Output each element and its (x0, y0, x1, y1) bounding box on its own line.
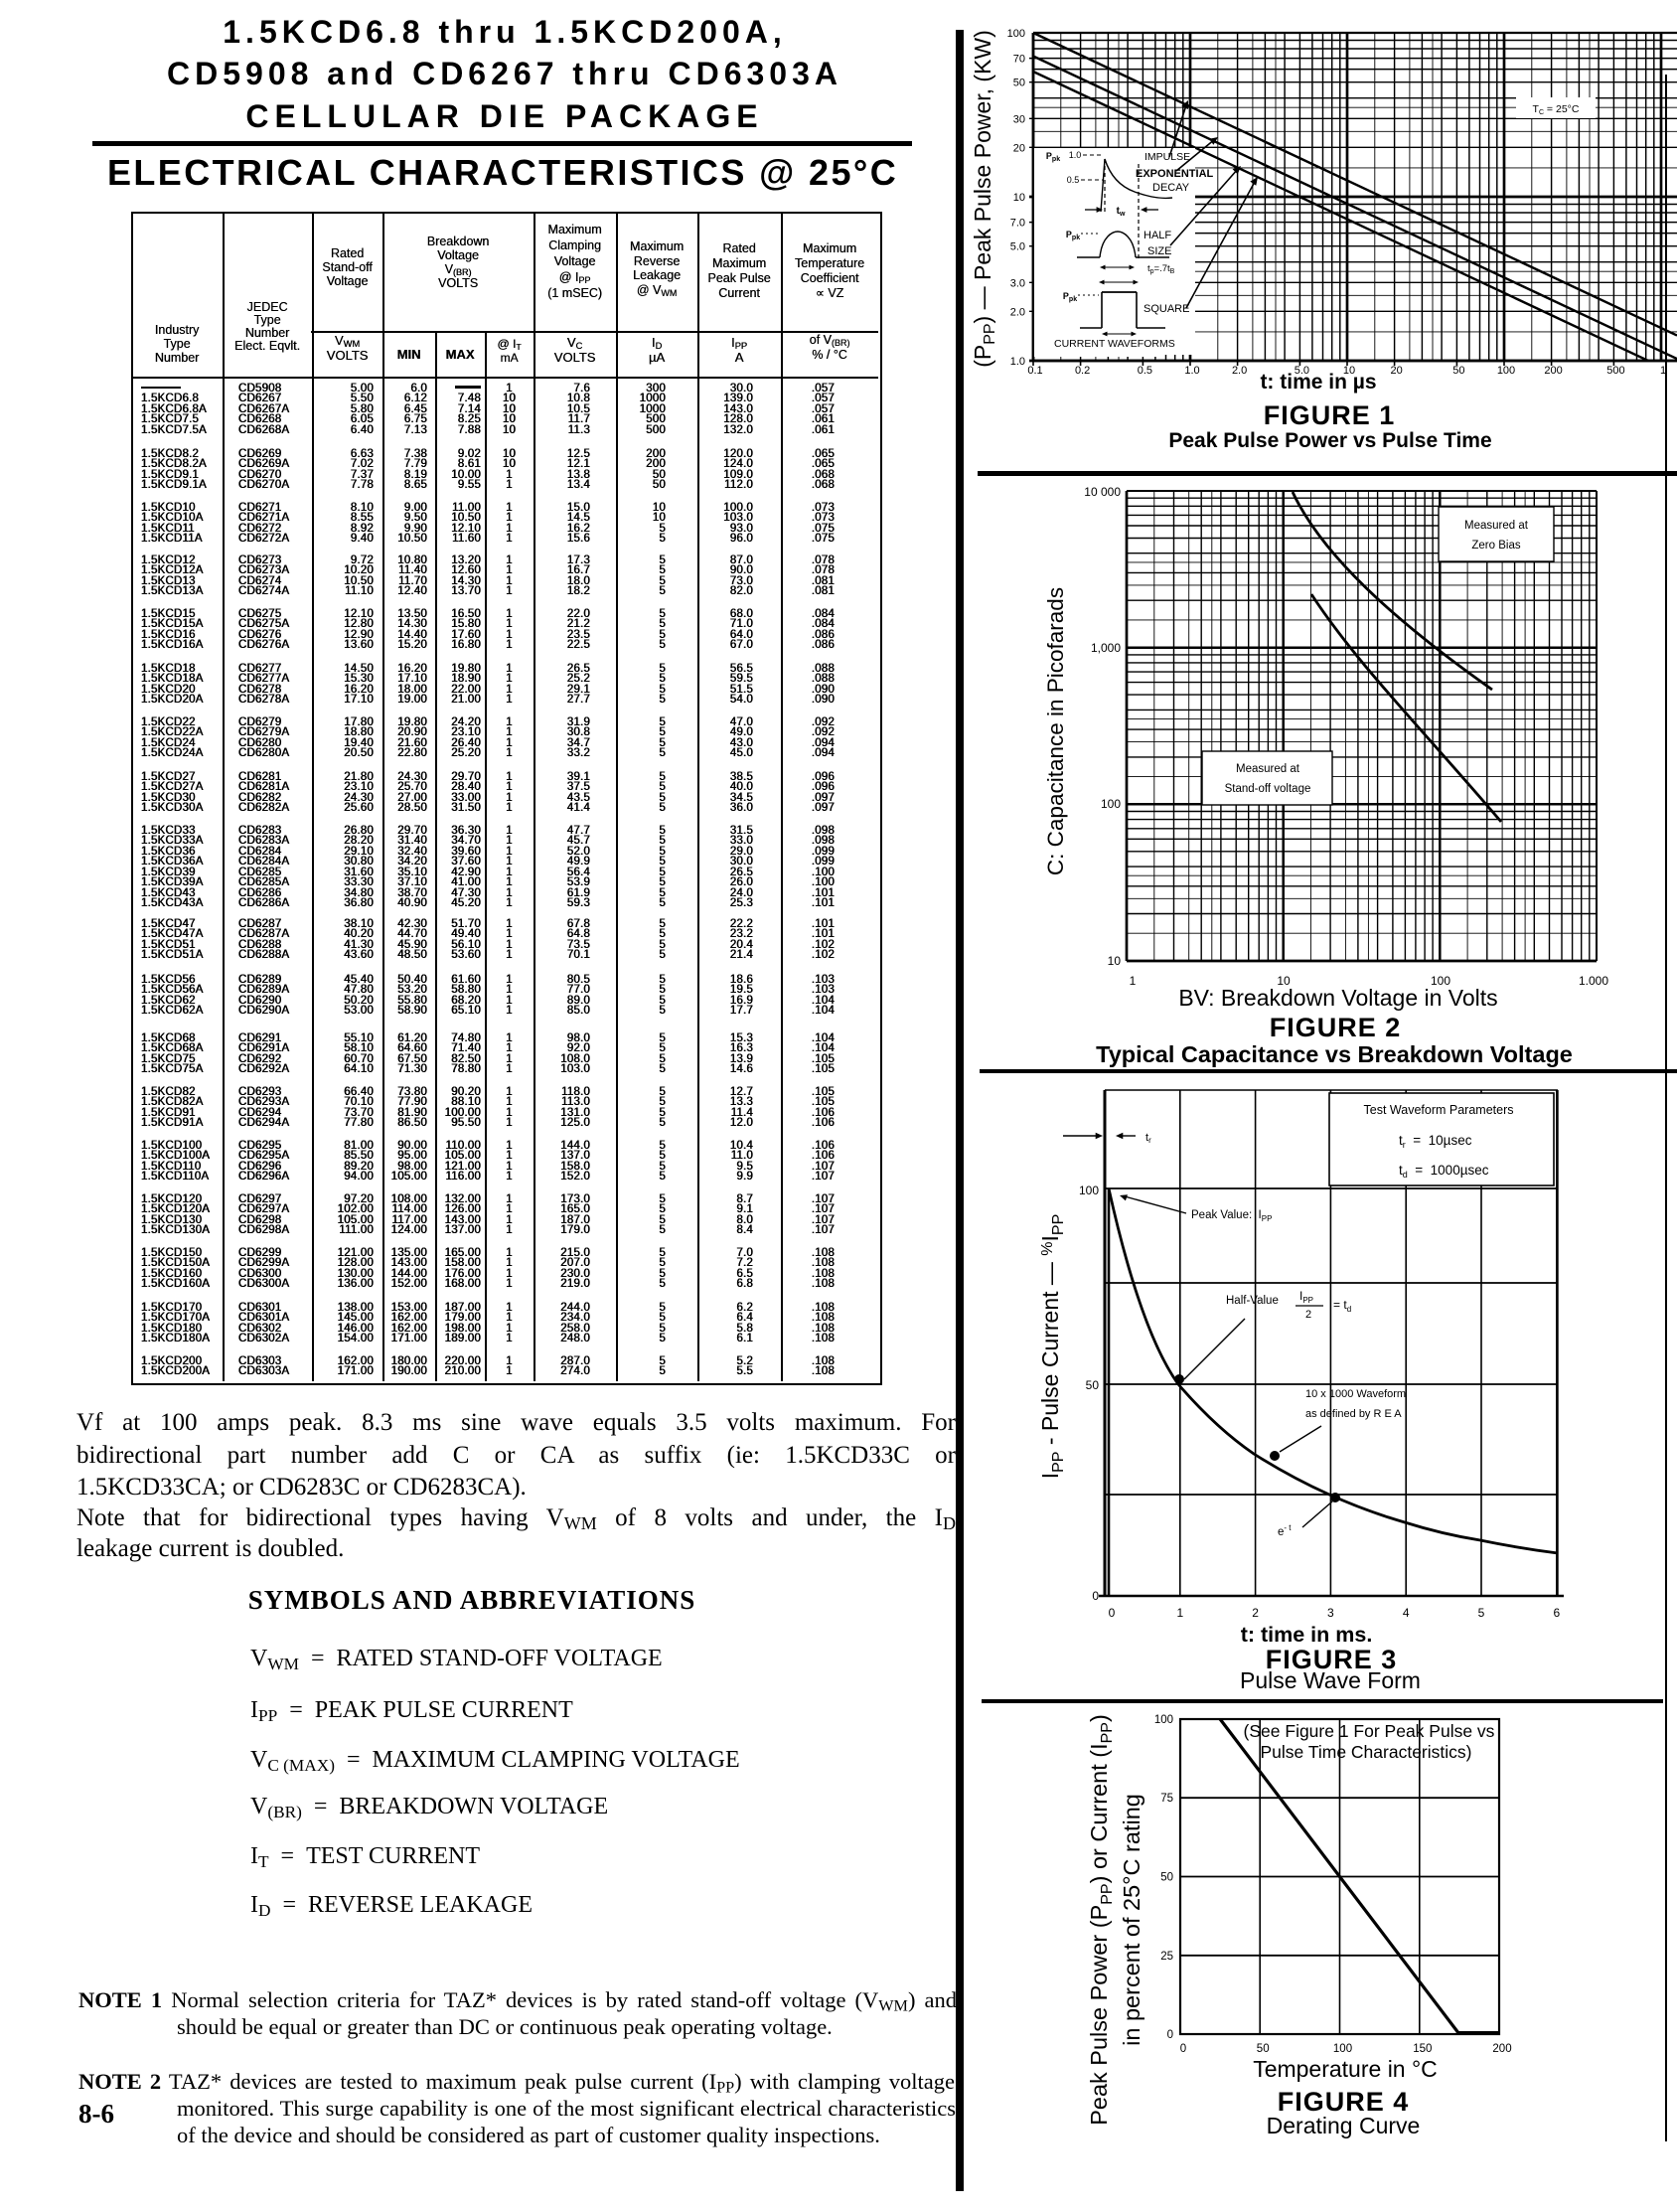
svg-text:50: 50 (1257, 2043, 1270, 2055)
svg-text:t: time in ms.: t: time in ms. (1241, 1623, 1373, 1647)
svg-text:Typical Capacitance vs Breakdo: Typical Capacitance vs Breakdown Voltage (1096, 1041, 1573, 1067)
svg-text:10: 10 (1013, 192, 1025, 204)
svg-text:Derating Curve: Derating Curve (1267, 2113, 1421, 2138)
svg-text:75: 75 (1160, 1793, 1173, 1805)
svg-text:Zero Bias: Zero Bias (1471, 540, 1520, 552)
svg-text:FIGURE 4: FIGURE 4 (1278, 2087, 1410, 2117)
svg-text:Measured at: Measured at (1464, 520, 1529, 532)
svg-text:Test Waveform Parameters: Test Waveform Parameters (1364, 1103, 1514, 1117)
svg-text:20: 20 (1013, 142, 1025, 154)
svg-text:(PPP) — Peak Pulse Power, (KW): (PPP) — Peak Pulse Power, (KW) (970, 30, 998, 368)
svg-text:4: 4 (1403, 1606, 1410, 1620)
svg-text:100: 100 (1079, 1184, 1099, 1197)
svg-text:70: 70 (1013, 54, 1025, 66)
svg-text:2: 2 (1305, 1309, 1311, 1321)
svg-text:100: 100 (1333, 2043, 1352, 2055)
svg-text:1.0: 1.0 (1010, 356, 1025, 368)
svg-text:BV: Breakdown Voltage in Volts: BV: Breakdown Voltage in Volts (1178, 985, 1497, 1011)
svg-text:5.0: 5.0 (1295, 365, 1309, 377)
svg-text:10: 10 (1277, 974, 1291, 988)
svg-text:150: 150 (1413, 2043, 1432, 2055)
svg-text:tr = 10µsec: tr = 10µsec (1399, 1133, 1472, 1150)
svg-text:10 x 1000 Waveform: 10 x 1000 Waveform (1305, 1388, 1406, 1400)
svg-text:200: 200 (1492, 2043, 1511, 2055)
svg-text:tw: tw (1117, 206, 1126, 218)
svg-text:TC = 25°C: TC = 25°C (1533, 103, 1580, 116)
svg-text:tr: tr (1145, 1132, 1151, 1145)
svg-text:0.5: 0.5 (1138, 365, 1152, 377)
svg-text:10: 10 (1343, 365, 1355, 377)
svg-text:Peak Pulse Power vs Pulse Time: Peak Pulse Power vs Pulse Time (1168, 429, 1491, 452)
svg-text:1.0: 1.0 (1069, 150, 1082, 160)
svg-text:0: 0 (1109, 1606, 1116, 1620)
svg-text:7.0: 7.0 (1010, 218, 1025, 230)
svg-text:Peak Value: IPP: Peak Value: IPP (1191, 1209, 1272, 1223)
svg-text:2.0: 2.0 (1010, 306, 1025, 318)
svg-text:3: 3 (1327, 1606, 1334, 1620)
svg-text:1,000: 1,000 (1091, 641, 1121, 655)
svg-text:FIGURE 3: FIGURE 3 (1266, 1645, 1398, 1674)
svg-text:5: 5 (1478, 1606, 1485, 1620)
svg-text:25: 25 (1160, 1951, 1173, 1963)
svg-text:Temperature in °C: Temperature in °C (1253, 2056, 1438, 2082)
svg-text:50: 50 (1160, 1872, 1173, 1884)
svg-text:Stand-off voltage: Stand-off voltage (1225, 783, 1311, 795)
svg-text:0: 0 (1092, 1589, 1099, 1603)
svg-text:EXPONENTIAL: EXPONENTIAL (1136, 168, 1214, 180)
svg-text:1.000: 1.000 (1579, 974, 1608, 988)
svg-text:100: 100 (1497, 365, 1515, 377)
svg-text:tp=.7tB: tp=.7tB (1147, 263, 1175, 275)
svg-text:0.5: 0.5 (1067, 175, 1080, 185)
svg-text:500: 500 (1606, 365, 1624, 377)
svg-text:in percent of 25°C rating: in percent of 25°C rating (1119, 1794, 1144, 2046)
svg-text:SIZE: SIZE (1147, 245, 1171, 257)
svg-text:2: 2 (1252, 1606, 1259, 1620)
svg-text:100: 100 (1154, 1714, 1173, 1726)
svg-text:200: 200 (1544, 365, 1562, 377)
svg-text:100: 100 (1007, 28, 1025, 40)
svg-text:Pulse Wave Form: Pulse Wave Form (1240, 1667, 1421, 1693)
svg-text:50: 50 (1086, 1378, 1100, 1392)
svg-text:50: 50 (1013, 78, 1025, 89)
svg-text:td = 1000µsec: td = 1000µsec (1399, 1163, 1489, 1180)
svg-text:1: 1 (1176, 1606, 1183, 1620)
svg-text:(See Figure 1 For Peak Pulse v: (See Figure 1 For Peak Pulse vs (1244, 1721, 1495, 1741)
svg-text:t: time in µs: t: time in µs (1260, 371, 1376, 394)
svg-text:as defined by R E A: as defined by R E A (1305, 1408, 1402, 1420)
svg-text:C: Capacitance in Picofarads: C: Capacitance in Picofarads (1043, 587, 1068, 875)
svg-text:Pulse Time Characteristics): Pulse Time Characteristics) (1261, 1742, 1472, 1762)
svg-text:SQUARE: SQUARE (1143, 303, 1189, 315)
svg-text:20: 20 (1390, 365, 1402, 377)
svg-text:FIGURE 2: FIGURE 2 (1270, 1013, 1402, 1042)
svg-text:e- t: e- t (1278, 1523, 1292, 1538)
svg-text:IMPULSE: IMPULSE (1144, 151, 1190, 163)
svg-text:IPP: IPP (1299, 1289, 1313, 1305)
svg-text:Half-Value: Half-Value (1226, 1295, 1279, 1307)
svg-text:1: 1 (1660, 365, 1666, 377)
svg-text:100: 100 (1101, 797, 1121, 811)
svg-text:3.0: 3.0 (1010, 277, 1025, 289)
svg-text:6: 6 (1553, 1606, 1560, 1620)
svg-text:0: 0 (1180, 2043, 1186, 2055)
svg-text:IPP - Pulse Current — %IPP: IPP - Pulse Current — %IPP (1037, 1214, 1067, 1480)
svg-text:= td: = td (1333, 1298, 1351, 1314)
svg-text:HALF: HALF (1143, 230, 1171, 241)
svg-text:1.0: 1.0 (1184, 365, 1199, 377)
svg-text:DECAY: DECAY (1152, 182, 1190, 194)
svg-text:CURRENT WAVEFORMS: CURRENT WAVEFORMS (1054, 338, 1175, 350)
svg-text:50: 50 (1452, 365, 1464, 377)
svg-text:100: 100 (1431, 974, 1450, 988)
svg-text:10 000: 10 000 (1084, 485, 1121, 499)
svg-text:FIGURE 1: FIGURE 1 (1264, 400, 1396, 430)
svg-text:30: 30 (1013, 113, 1025, 125)
svg-text:0: 0 (1167, 2029, 1173, 2041)
svg-text:0.2: 0.2 (1075, 365, 1090, 377)
svg-text:5.0: 5.0 (1010, 241, 1025, 253)
svg-text:0.1: 0.1 (1027, 365, 1042, 377)
svg-text:10: 10 (1108, 954, 1122, 968)
svg-text:Peak Pulse Power (PPP) or Curr: Peak Pulse Power (PPP) or Current (IPP) (1086, 1714, 1116, 2126)
svg-text:1: 1 (1130, 974, 1137, 988)
svg-text:Measured at: Measured at (1236, 763, 1300, 775)
svg-text:2.0: 2.0 (1232, 365, 1247, 377)
